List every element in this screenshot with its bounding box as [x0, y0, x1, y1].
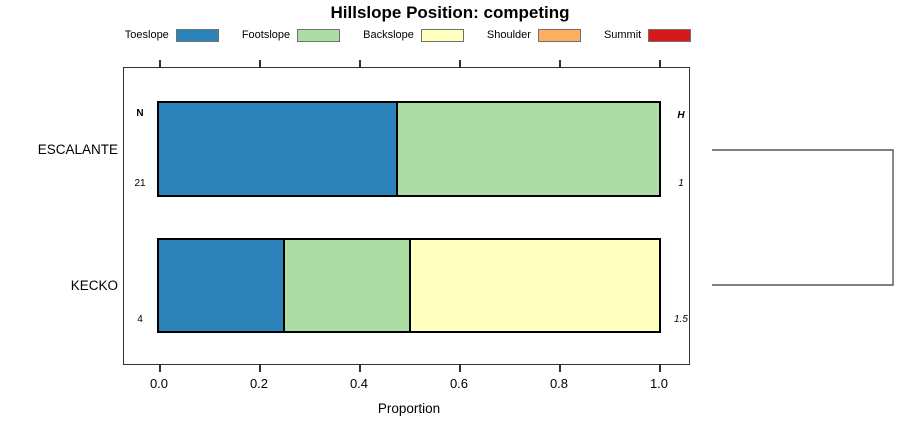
bar-segment-backslope: [409, 240, 659, 331]
x-tick-label: 0.2: [249, 376, 269, 391]
x-axis-tick: [659, 365, 661, 372]
x-axis-tick-top: [259, 60, 261, 67]
chart-title: Hillslope Position: competing: [330, 3, 570, 22]
legend-item: Footslope: [241, 28, 341, 42]
bar-segment-footslope: [396, 103, 659, 195]
bar-segment-toeslope: [159, 240, 283, 331]
legend-item: Summit: [603, 28, 692, 42]
row-label-escalante: ESCALANTE: [37, 141, 118, 157]
x-axis-label: Proportion: [377, 401, 441, 416]
legend-label: Summit: [603, 29, 642, 41]
x-axis-tick: [359, 365, 361, 372]
legend-label: Shoulder: [486, 29, 531, 41]
legend-swatch: [420, 28, 464, 42]
x-tick-label: 0.0: [149, 376, 169, 391]
legend-item: Backslope: [363, 28, 464, 42]
legend-label: Backslope: [363, 29, 414, 41]
x-tick-label: 0.4: [349, 376, 369, 391]
stacked-bar-kecko: [157, 238, 661, 333]
x-axis-tick-top: [459, 60, 461, 67]
x-axis-tick: [259, 365, 261, 372]
h-value-label: 1.5: [674, 314, 688, 325]
legend-swatch: [648, 28, 692, 42]
legend-swatch: [297, 28, 341, 42]
x-tick-label: 0.8: [549, 376, 569, 391]
x-axis-tick: [559, 365, 561, 372]
x-axis-tick: [459, 365, 461, 372]
h-value-label: 1: [678, 178, 684, 189]
x-axis-tick-top: [559, 60, 561, 67]
x-axis-tick-top: [359, 60, 361, 67]
row-label-kecko: KECKO: [70, 278, 118, 293]
bar-segment-toeslope: [159, 103, 397, 195]
legend-label: Footslope: [241, 29, 291, 41]
n-value-label: 21: [134, 178, 146, 189]
stacked-bar-escalante: [157, 101, 661, 197]
legend-label: Toeslope: [124, 29, 169, 41]
x-tick-label: 0.6: [449, 376, 469, 391]
bar-segment-footslope: [283, 240, 409, 331]
legend-swatch: [175, 28, 219, 42]
h-header-label: H: [677, 110, 685, 121]
n-header-label: N: [136, 108, 144, 119]
legend-item: Shoulder: [486, 28, 581, 42]
legend-item: Toeslope: [124, 28, 219, 42]
x-axis-tick-top: [659, 60, 661, 67]
n-value-label: 4: [137, 314, 143, 325]
x-tick-label: 1.0: [649, 376, 669, 391]
legend: Toeslope Footslope Backslope Shoulder Summit: [0, 25, 816, 45]
legend-swatch: [537, 28, 581, 42]
x-axis-tick-top: [159, 60, 161, 67]
x-axis-tick: [159, 365, 161, 372]
